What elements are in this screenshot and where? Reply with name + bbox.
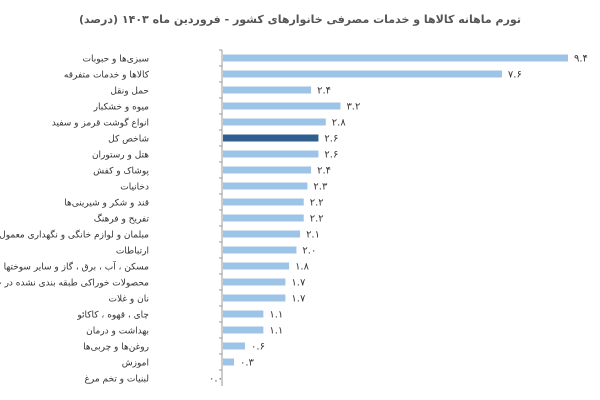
data-label: ۲.۲: [310, 198, 324, 209]
data-label: ۰.۳: [240, 358, 255, 369]
category-label: ارتباطات: [116, 247, 149, 257]
category-label: سبزی‌ها و حبوبات: [83, 55, 149, 65]
data-label: ۳.۲: [346, 102, 360, 113]
bar: [223, 246, 297, 254]
data-label: ۰.۶: [251, 342, 265, 353]
category-label: شاخص کل: [108, 135, 149, 145]
data-label: ۲.۴: [317, 166, 331, 177]
data-label: ۱.۱: [269, 310, 283, 321]
bar: [223, 342, 246, 350]
data-label: ۱.۱: [269, 326, 283, 337]
category-label: حمل ونقل: [110, 87, 149, 97]
data-label: ۲.۰: [302, 246, 316, 257]
category-label: هتل و رستوران: [92, 151, 149, 161]
category-label: نان و غلات: [109, 295, 149, 305]
bar: [223, 118, 326, 126]
category-label: انواع گوشت قرمز و سفید: [52, 117, 149, 129]
category-label: روغن‌ها و چربی‌ها: [83, 343, 149, 353]
data-label: ۱.۸: [295, 262, 310, 273]
category-label: مسکن ، آب ، برق ، گاز و سایر سوختها: [4, 261, 150, 273]
bar: [223, 150, 319, 158]
bar: [223, 310, 264, 318]
data-label: ۲.۴: [317, 86, 331, 97]
data-label: ۷.۶: [508, 70, 522, 81]
bar: [223, 214, 304, 222]
bar: [223, 134, 319, 142]
data-label: ۹.۴: [574, 54, 588, 65]
bar: [223, 294, 286, 302]
bar: [223, 230, 301, 238]
bar: [223, 70, 502, 78]
category-label: تفریح و فرهنگ: [94, 213, 150, 225]
bar: [223, 166, 312, 174]
data-label: ۲.۲: [310, 214, 324, 225]
category-label: میوه و خشکبار: [93, 103, 150, 113]
data-label: ۰.۰: [209, 374, 223, 385]
category-label: دخانیات: [120, 183, 149, 193]
bar: [223, 182, 308, 190]
data-label: ۱.۷: [291, 278, 306, 289]
data-label: ۲.۸: [332, 118, 347, 129]
category-label: قند و شکر و شیرینی‌ها: [64, 199, 149, 209]
bar: [223, 278, 286, 286]
data-label: ۲.۶: [324, 134, 338, 145]
data-label: ۱.۷: [291, 294, 306, 305]
category-label: چای ، قهوه ، کاکائو: [76, 311, 149, 321]
bar: [223, 198, 304, 206]
chart-title: تورم ماهانه کالاها و خدمات مصرفی خانواره…: [79, 13, 521, 26]
category-label: بهداشت و درمان: [86, 327, 149, 337]
bar: [223, 102, 341, 110]
data-label: ۲.۱: [306, 230, 320, 241]
bar: [223, 54, 568, 62]
category-label: مبلمان و لوازم خانگی و نگهداری معمول آنه…: [0, 229, 149, 241]
category-label: لبنیات و تخم مرغ: [85, 375, 150, 385]
category-label: محصولات خوراکی طبقه بندی نشده در جای دیگ…: [0, 277, 149, 289]
bar: [223, 262, 290, 270]
data-label: ۲.۶: [324, 150, 338, 161]
bar: [223, 358, 235, 366]
category-label: اموزش: [122, 359, 149, 369]
category-label: کالاها و خدمات متفرقه: [64, 71, 150, 81]
data-label: ۲.۳: [313, 182, 328, 193]
bar: [223, 86, 312, 94]
category-label: پوشاک و کفش: [93, 166, 149, 177]
bar: [223, 326, 264, 334]
